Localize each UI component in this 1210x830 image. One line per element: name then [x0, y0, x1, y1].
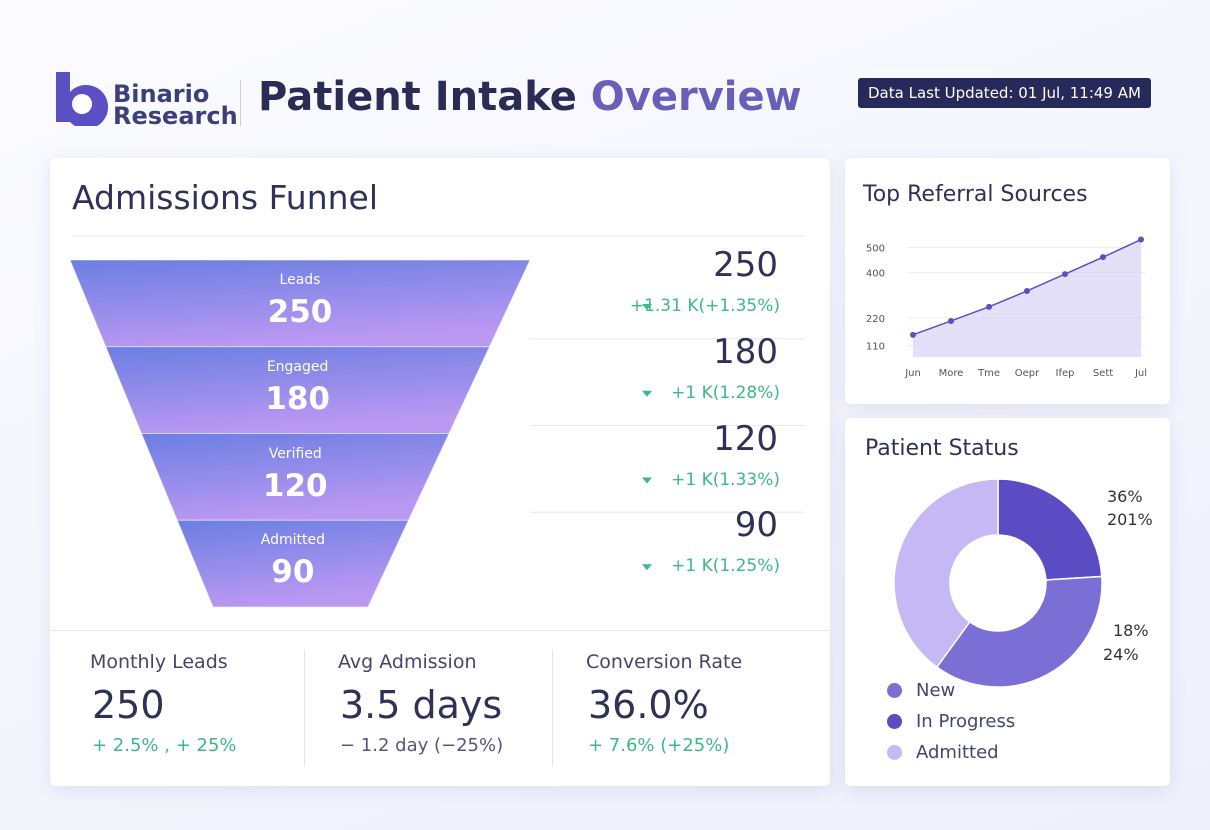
x-tick-label: Tme — [977, 368, 1000, 379]
legend-item: New — [887, 680, 1015, 711]
page-title: Patient Intake Overview — [258, 74, 802, 120]
referral-card: Top Referral Sources 500 400 220 110 Jun More… — [845, 158, 1170, 404]
stage-label: Admitted — [260, 532, 325, 549]
divider — [304, 650, 305, 766]
annotation: 201% — [1107, 510, 1153, 529]
y-tick-label: 110 — [866, 342, 885, 353]
trend-icon — [642, 390, 652, 397]
legend-swatch — [887, 714, 902, 729]
point — [986, 303, 992, 310]
stage-total: 250 — [713, 245, 778, 285]
donut-chart: 36% 201% 18% 24% — [893, 478, 1153, 688]
point — [1100, 254, 1106, 261]
legend-item: Admitted — [887, 742, 1015, 773]
stage-value: 180 — [265, 380, 330, 417]
card-title: Top Referral Sources — [863, 182, 1088, 207]
legend-swatch — [887, 683, 902, 698]
kpi-label: Conversion Rate — [586, 651, 743, 673]
legend-label: Admitted — [916, 742, 999, 763]
donut-slice — [893, 478, 999, 669]
stage-change: +1 K(1.25%) — [671, 556, 780, 577]
stage-total: 120 — [713, 418, 778, 459]
legend-label: New — [916, 680, 956, 701]
point — [1062, 271, 1068, 278]
annotation: 36% — [1107, 487, 1143, 506]
last-updated: Data Last Updated: 01 Jul, 11:49 AM — [858, 78, 1151, 108]
kpi-value: 3.5 days — [340, 683, 503, 727]
area — [913, 239, 1141, 357]
stage-label: Leads — [279, 272, 321, 288]
stage-label: Engaged — [266, 358, 329, 375]
trend-icon — [642, 477, 652, 484]
brand: Binario — [113, 80, 210, 108]
title: Patient Intake — [258, 74, 577, 120]
funnel-stage — [176, 519, 410, 608]
divider — [50, 630, 830, 631]
stage-total: 90 — [734, 505, 778, 546]
x-tick-label: Oepr — [1015, 368, 1040, 379]
stage-total: 180 — [713, 331, 778, 372]
x-tick-label: Ifep — [1056, 368, 1075, 379]
stage-value: 120 — [262, 467, 328, 504]
donut-slice — [997, 478, 1103, 581]
annotation: 24% — [1103, 645, 1139, 664]
trend-icon — [642, 304, 652, 310]
x-tick-label: Jun — [904, 368, 921, 379]
funnel — [69, 235, 805, 608]
legend-label: In Progress — [916, 711, 1016, 732]
divider — [240, 80, 241, 126]
funnel-card: Admissions Funnel Leads 250 250 +1.31 K(+1.… — [50, 158, 830, 786]
legend-item: In Progress — [887, 711, 1015, 742]
card-title: Patient Status — [865, 436, 1019, 461]
stage-value: 250 — [267, 294, 333, 330]
divider — [552, 650, 553, 766]
stage-change: +1 K(1.33%) — [671, 469, 780, 490]
stage-change: +1 K(1.28%) — [671, 382, 780, 403]
stage-change: +1.31 K(+1.35%) — [629, 296, 780, 316]
status-card: Patient Status 36% 201% 18% 24% New In Progr… — [845, 418, 1170, 786]
donut-slice — [935, 575, 1103, 688]
kpi-change: + 7.6% (+25%) — [588, 735, 730, 756]
trend-icon — [642, 564, 652, 571]
point — [948, 317, 954, 324]
point — [1024, 287, 1030, 294]
card-title: Admissions Funnel — [72, 178, 378, 217]
y-tick-label: 400 — [866, 269, 885, 280]
stage-value: 90 — [271, 554, 315, 591]
brand: Research — [113, 102, 238, 130]
stage-label: Verified — [268, 445, 322, 462]
kpi-label: Monthly Leads — [90, 651, 228, 673]
logo — [56, 72, 108, 126]
legend-swatch — [887, 745, 902, 760]
annotation: 18% — [1113, 621, 1149, 640]
x-tick-label: Jul — [1134, 368, 1147, 379]
point — [1138, 236, 1144, 243]
kpi-value: 250 — [92, 683, 165, 727]
x-tick-label: More — [939, 368, 964, 379]
title-accent: Overview — [590, 74, 802, 120]
kpi-value: 36.0% — [588, 683, 709, 727]
y-tick-label: 500 — [866, 243, 885, 254]
kpi-label: Avg Admission — [338, 651, 477, 673]
kpi-change: − 1.2 day (−25%) — [340, 735, 504, 756]
kpi-change: + 2.5% , + 25% — [92, 735, 237, 756]
x-tick-label: Sett — [1093, 368, 1113, 379]
point — [910, 331, 916, 338]
line-chart: 500 400 220 110 Jun More Tme Oepr Ifep Sett Jul — [866, 236, 1147, 379]
y-tick-label: 220 — [866, 314, 885, 325]
